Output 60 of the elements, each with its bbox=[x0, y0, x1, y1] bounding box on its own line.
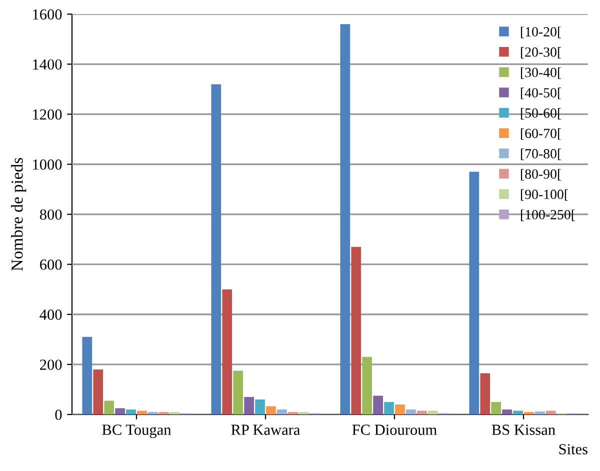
bar bbox=[266, 406, 276, 414]
legend-label: [60-70[ bbox=[520, 128, 562, 140]
bar bbox=[137, 410, 147, 414]
y-tick-label: 200 bbox=[40, 360, 62, 370]
bar bbox=[416, 410, 427, 414]
y-tick-label: 1000 bbox=[33, 159, 62, 170]
bar bbox=[373, 396, 383, 414]
bar bbox=[277, 409, 287, 414]
bar bbox=[255, 399, 265, 414]
y-tick-label: 400 bbox=[40, 310, 62, 320]
bar bbox=[104, 400, 114, 414]
bar bbox=[428, 410, 438, 414]
x-tick-label: BS Kissan bbox=[492, 424, 556, 435]
bar bbox=[480, 373, 490, 414]
y-tick-label: 1400 bbox=[33, 59, 62, 70]
legend-label: [50-60[ bbox=[520, 108, 562, 120]
bar bbox=[298, 412, 309, 414]
bar bbox=[233, 370, 244, 414]
bar bbox=[469, 172, 480, 414]
legend-label: [80-90[ bbox=[520, 168, 562, 180]
bar bbox=[288, 412, 298, 414]
bar bbox=[126, 409, 136, 414]
bar bbox=[491, 402, 502, 414]
y-axis-title: Nombre de pieds bbox=[11, 158, 26, 271]
bar bbox=[502, 409, 512, 414]
bar bbox=[211, 84, 222, 414]
bar bbox=[158, 412, 169, 414]
bar bbox=[244, 396, 254, 414]
bar bbox=[524, 412, 534, 414]
y-tick-label: 1200 bbox=[33, 109, 62, 120]
bar bbox=[546, 410, 556, 414]
bar bbox=[115, 408, 125, 414]
bar bbox=[340, 24, 350, 414]
y-tick-label: 800 bbox=[40, 209, 62, 220]
legend-label: [90-100[ bbox=[520, 189, 568, 201]
bar bbox=[148, 412, 158, 414]
legend-label: [40-50[ bbox=[520, 88, 562, 100]
x-tick-label: RP Kawara bbox=[231, 424, 300, 435]
x-tick-label: BC Tougan bbox=[102, 424, 172, 438]
y-tick-label: 1600 bbox=[33, 9, 62, 20]
legend-label: [30-40[ bbox=[520, 67, 562, 79]
bar bbox=[395, 404, 405, 414]
legend-label: [10-20[ bbox=[520, 26, 562, 38]
y-tick-label: 600 bbox=[40, 259, 62, 270]
bar bbox=[170, 412, 180, 414]
bar bbox=[351, 246, 362, 414]
bar bbox=[93, 369, 104, 414]
bar bbox=[222, 289, 232, 414]
legend-label: [70-80[ bbox=[520, 148, 562, 160]
legend-label: [100-250[ bbox=[520, 210, 575, 222]
x-tick-label: FC Diouroum bbox=[352, 424, 437, 435]
bar bbox=[406, 409, 416, 414]
legend-label: [20-30[ bbox=[520, 47, 562, 59]
y-tick-label: 0 bbox=[55, 410, 62, 420]
bar bbox=[535, 411, 545, 414]
x-axis-title: Sites bbox=[559, 444, 588, 454]
bar bbox=[513, 410, 523, 414]
bar bbox=[384, 402, 394, 414]
bar bbox=[362, 356, 372, 414]
bar bbox=[82, 336, 92, 414]
